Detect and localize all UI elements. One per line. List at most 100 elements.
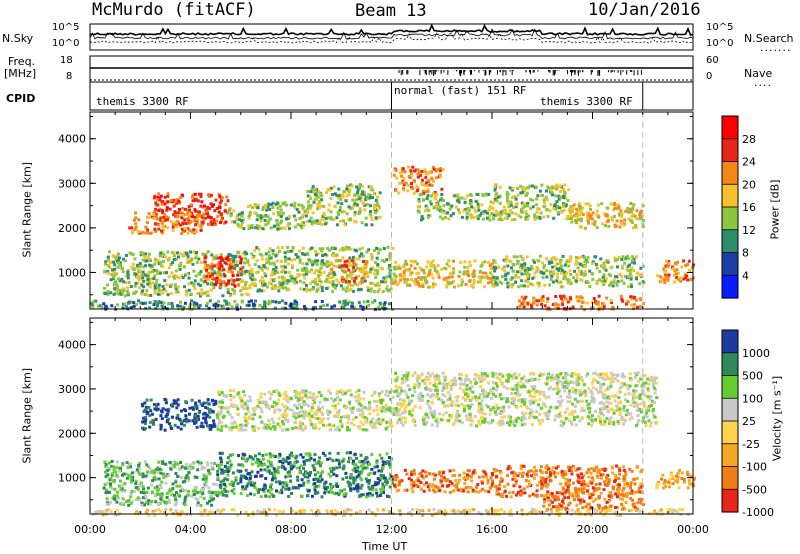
data-cell: [530, 377, 534, 381]
data-cell: [280, 246, 284, 250]
data-cell: [651, 376, 655, 380]
data-cell: [194, 274, 198, 278]
data-cell: [148, 285, 152, 289]
data-cell: [221, 294, 225, 298]
data-cell: [607, 401, 611, 405]
data-cell: [569, 282, 573, 286]
data-cell: [199, 225, 203, 229]
data-cell: [116, 283, 120, 287]
data-cell: [146, 410, 150, 414]
data-cell: [578, 207, 582, 211]
data-cell: [424, 172, 428, 176]
data-cell: [299, 224, 303, 228]
data-cell: [136, 263, 140, 267]
data-cell: [547, 387, 551, 391]
data-cell: [664, 259, 668, 263]
data-cell: [500, 410, 503, 413]
data-cell: [286, 279, 290, 283]
data-cell: [216, 424, 220, 428]
data-cell: [420, 181, 424, 185]
nave-label: Nave: [744, 67, 773, 80]
data-cell: [179, 252, 183, 256]
data-cell: [368, 270, 372, 274]
data-cell: [289, 279, 293, 283]
data-cell: [394, 379, 398, 383]
data-cell: [511, 283, 515, 286]
data-cell: [192, 228, 196, 232]
data-cell: [354, 263, 358, 267]
freq-tick-low: 8: [66, 71, 73, 82]
data-cell: [408, 283, 412, 287]
data-cell: [141, 270, 145, 274]
data-cell: [493, 184, 497, 188]
data-cell: [134, 281, 138, 285]
data-cell: [379, 421, 383, 424]
data-cell: [385, 258, 389, 262]
data-cell: [253, 263, 257, 267]
data-cell: [563, 202, 566, 206]
data-cell: [533, 395, 536, 399]
data-cell: [425, 420, 429, 424]
data-cell: [302, 402, 306, 406]
data-cell: [662, 267, 666, 271]
data-cell: [132, 305, 136, 309]
data-cell: [539, 406, 543, 410]
data-cell: [169, 199, 173, 202]
data-cell: [341, 392, 345, 396]
data-cell: [341, 264, 345, 268]
data-cell: [219, 253, 223, 257]
data-cell: [242, 227, 246, 230]
data-cell: [426, 194, 430, 198]
data-cell: [642, 384, 646, 388]
data-cell: [576, 209, 580, 213]
data-cell: [404, 405, 408, 409]
data-cell: [416, 281, 420, 285]
data-cell: [638, 282, 642, 286]
data-cell: [244, 270, 248, 273]
data-cell: [279, 204, 282, 208]
data-cell: [581, 213, 585, 217]
data-cell: [202, 401, 206, 405]
data-cell: [428, 183, 432, 187]
data-cell: [555, 392, 559, 396]
data-cell: [343, 223, 347, 227]
data-cell: [219, 274, 223, 278]
data-cell: [498, 395, 502, 398]
data-cell: [229, 212, 233, 216]
data-cell: [250, 273, 254, 277]
data-cell: [145, 398, 149, 402]
data-cell: [286, 245, 290, 249]
data-cell: [181, 206, 185, 210]
data-cell: [507, 373, 511, 377]
data-cell: [555, 378, 559, 381]
data-cell: [419, 173, 423, 177]
data-cell: [203, 279, 207, 283]
data-cell: [267, 407, 271, 411]
data-cell: [286, 224, 290, 228]
data-cell: [402, 186, 405, 190]
data-cell: [611, 305, 615, 309]
data-cell: [191, 193, 195, 197]
data-cell: [149, 266, 153, 270]
data-cell: [470, 216, 474, 220]
data-cell: [173, 283, 177, 287]
data-cell: [587, 387, 591, 391]
data-cell: [426, 399, 430, 403]
data-cell: [159, 254, 163, 258]
data-cell: [333, 404, 337, 408]
data-cell: [411, 186, 415, 190]
data-cell: [400, 381, 404, 385]
data-cell: [167, 275, 171, 279]
data-cell: [213, 264, 217, 268]
data-cell: [110, 272, 114, 276]
data-cell: [347, 193, 351, 197]
data-cell: [482, 391, 485, 395]
data-cell: [610, 394, 614, 398]
data-cell: [588, 407, 592, 410]
data-cell: [644, 394, 648, 398]
data-cell: [224, 424, 228, 428]
data-cell: [134, 272, 138, 276]
data-cell: [427, 272, 431, 276]
data-cell: [106, 283, 109, 287]
data-cell: [499, 212, 503, 216]
